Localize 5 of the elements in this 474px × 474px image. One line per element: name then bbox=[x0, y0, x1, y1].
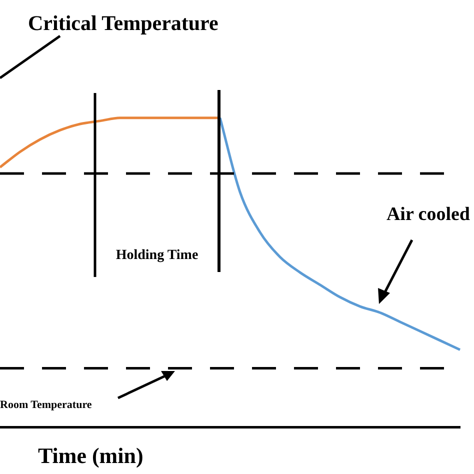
x-axis-title: Time (min) bbox=[38, 443, 144, 468]
annotation: Air cooled bbox=[386, 204, 470, 225]
ref-line-label: Room Temperature bbox=[0, 399, 92, 411]
annotation: Holding Time bbox=[116, 248, 198, 263]
text: Critical Temperature bbox=[28, 11, 218, 35]
